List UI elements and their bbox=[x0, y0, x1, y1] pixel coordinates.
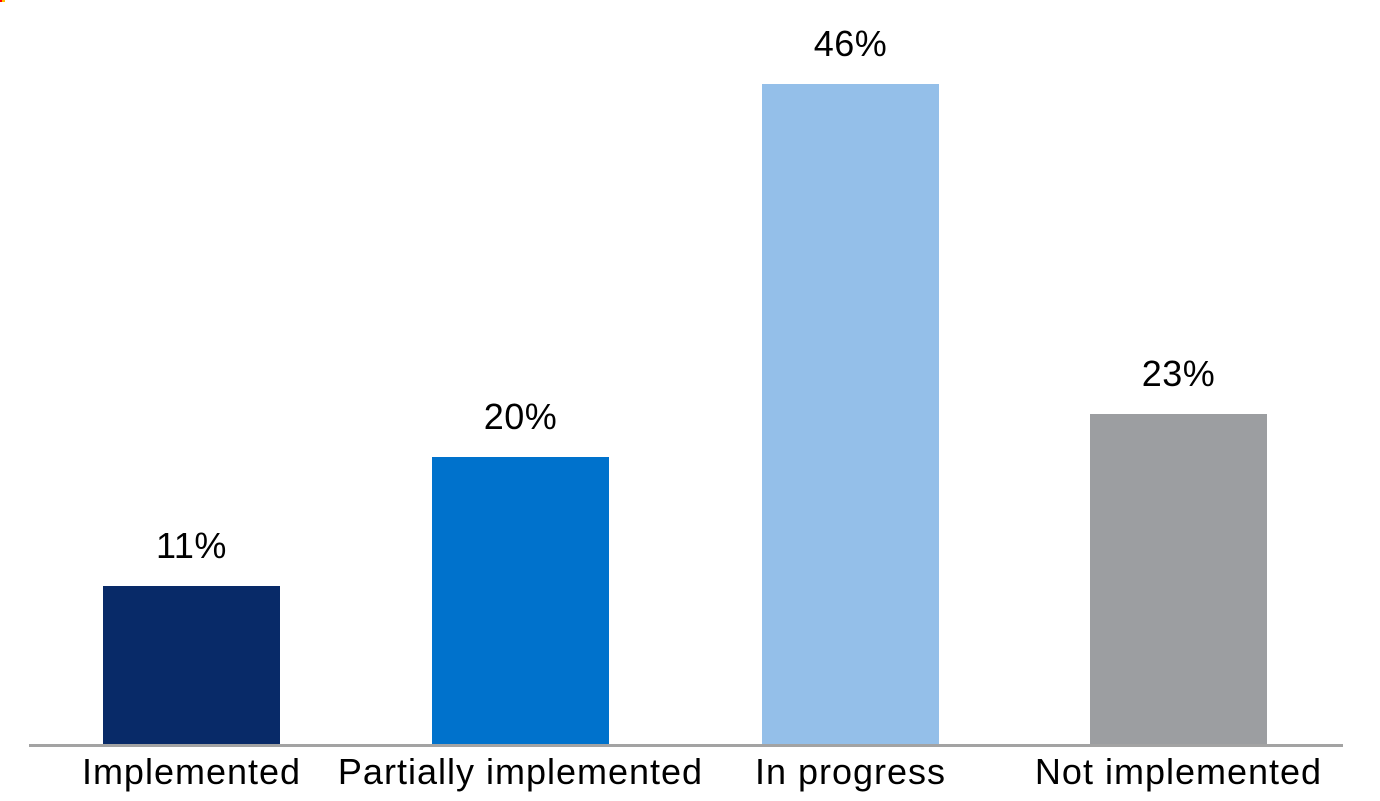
bar-not-implemented bbox=[1090, 414, 1267, 744]
x-axis-line bbox=[29, 744, 1343, 747]
x-axis-label-implemented: Implemented bbox=[81, 751, 302, 792]
screen-corner-artifact bbox=[0, 0, 5, 2]
yellow-pixel-mark bbox=[2, 0, 5, 2]
bar-group-in-progress: 46% In progress bbox=[755, 0, 945, 801]
bar-value-label-implemented: 11% bbox=[156, 525, 227, 566]
bar-group-partially-implemented: 20% Partially implemented bbox=[338, 0, 702, 801]
bar-in-progress bbox=[762, 84, 939, 744]
bar-partially-implemented bbox=[432, 457, 609, 744]
x-axis-label-not-implemented: Not implemented bbox=[1034, 751, 1323, 792]
bar-value-label-in-progress: 46% bbox=[813, 23, 888, 64]
x-axis-label-partially-implemented: Partially implemented bbox=[337, 751, 704, 792]
bar-group-not-implemented: 23% Not implemented bbox=[1035, 0, 1321, 801]
bar-value-label-partially-implemented: 20% bbox=[483, 396, 558, 437]
bar-value-label-not-implemented: 23% bbox=[1141, 353, 1216, 394]
bar-implemented bbox=[103, 586, 280, 744]
red-pixel-mark bbox=[0, 0, 2, 2]
bar-group-implemented: 11% Implemented bbox=[82, 0, 300, 801]
x-axis-label-in-progress: In progress bbox=[754, 751, 947, 792]
